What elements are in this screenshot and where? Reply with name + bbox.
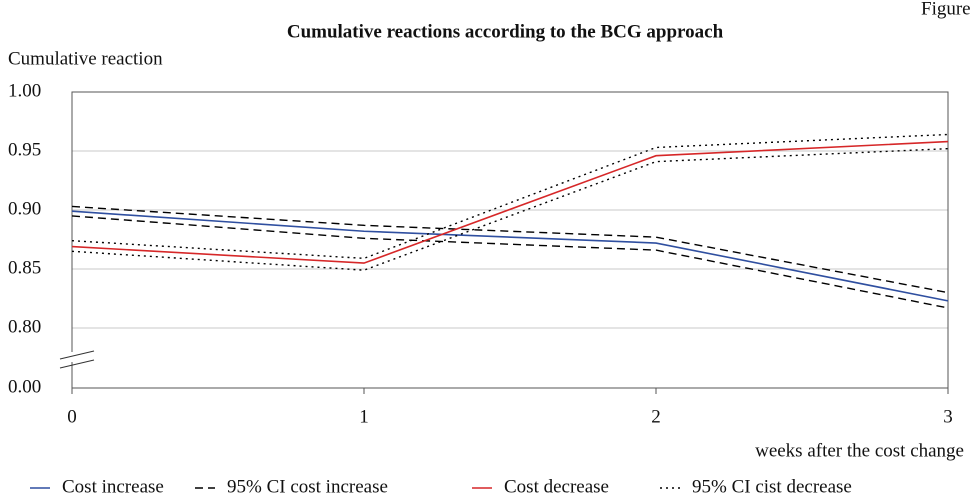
line bbox=[71, 210, 949, 302]
x-tick-label: 1 bbox=[359, 406, 369, 427]
legend-label: Cost decrease bbox=[504, 476, 609, 497]
x-axis-label: weeks after the cost change bbox=[755, 440, 964, 461]
y-tick-label: 0.95 bbox=[8, 139, 41, 160]
y-axis-label: Cumulative reaction bbox=[8, 48, 163, 69]
figure-label: Figure A1 bbox=[921, 0, 971, 19]
y-tick-label: 0.90 bbox=[8, 198, 41, 219]
legend-label: 95% CI cist decrease bbox=[692, 476, 852, 497]
axis-break-gap bbox=[68, 352, 76, 362]
x-tick-label: 3 bbox=[943, 406, 953, 427]
plot-frame bbox=[71, 91, 949, 389]
line bbox=[71, 140, 949, 264]
x-tick-label: 0 bbox=[67, 406, 77, 427]
y-tick-label: 0.85 bbox=[8, 257, 41, 278]
chart-title: Cumulative reactions according to the BC… bbox=[287, 21, 724, 42]
y-tick-label: 0.00 bbox=[8, 376, 41, 397]
x-tick-label: 2 bbox=[651, 406, 661, 427]
y-tick-label: 1.00 bbox=[8, 80, 41, 101]
line bbox=[71, 133, 949, 260]
legend-label: Cost increase bbox=[62, 476, 164, 497]
line bbox=[71, 215, 949, 309]
axis-break bbox=[59, 350, 95, 360]
line bbox=[71, 205, 949, 294]
legend-label: 95% CI cost increase bbox=[227, 476, 388, 497]
axis-break bbox=[59, 359, 95, 369]
line bbox=[71, 147, 949, 271]
y-tick-label: 0.80 bbox=[8, 316, 41, 337]
